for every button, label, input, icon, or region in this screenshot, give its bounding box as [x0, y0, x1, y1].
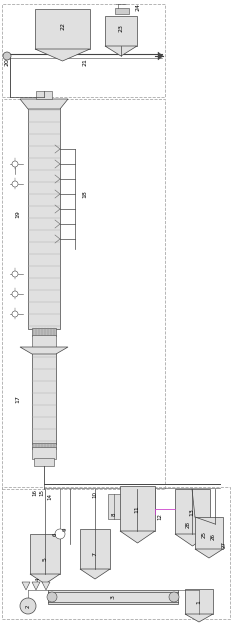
Polygon shape — [158, 52, 163, 60]
Text: 11: 11 — [134, 505, 140, 513]
Bar — [32, 335, 56, 347]
Circle shape — [12, 181, 18, 187]
Text: 17: 17 — [16, 395, 20, 403]
Circle shape — [20, 598, 36, 614]
Bar — [32, 349, 56, 444]
Bar — [115, 8, 129, 14]
Text: 27: 27 — [222, 540, 227, 547]
Text: 4: 4 — [35, 577, 40, 581]
Text: 16: 16 — [32, 489, 38, 495]
Text: 20: 20 — [4, 58, 9, 66]
Bar — [32, 328, 56, 336]
Polygon shape — [105, 46, 137, 56]
Polygon shape — [30, 574, 60, 584]
Bar — [2, 4, 165, 97]
Bar — [2, 99, 165, 489]
Polygon shape — [195, 549, 223, 558]
Text: 2: 2 — [26, 604, 31, 608]
Bar — [80, 529, 110, 569]
Text: 13: 13 — [189, 508, 195, 516]
Text: 5: 5 — [43, 557, 47, 561]
Bar — [32, 447, 56, 459]
Text: 6: 6 — [52, 532, 58, 536]
Polygon shape — [185, 614, 213, 622]
Text: 23: 23 — [118, 24, 124, 32]
Text: 22: 22 — [60, 22, 66, 30]
Polygon shape — [42, 582, 50, 590]
Text: 12: 12 — [157, 512, 162, 520]
Text: 7: 7 — [93, 552, 98, 556]
Bar — [48, 590, 178, 604]
Polygon shape — [120, 531, 155, 543]
Bar — [185, 589, 213, 614]
Text: 9: 9 — [63, 527, 67, 531]
Text: 21: 21 — [82, 58, 87, 66]
Bar — [34, 458, 54, 466]
Bar — [108, 494, 120, 519]
Polygon shape — [20, 347, 68, 354]
Text: 1: 1 — [196, 600, 201, 604]
Bar — [2, 487, 230, 619]
Bar — [175, 489, 210, 534]
Bar — [105, 16, 137, 46]
Circle shape — [12, 271, 18, 277]
Bar — [32, 443, 56, 449]
Polygon shape — [22, 582, 30, 590]
Circle shape — [169, 592, 179, 602]
Polygon shape — [20, 99, 68, 109]
Text: 19: 19 — [16, 210, 20, 218]
Text: 26: 26 — [211, 532, 215, 540]
Text: 8: 8 — [111, 512, 117, 516]
Polygon shape — [32, 582, 40, 590]
Text: 18: 18 — [82, 190, 87, 198]
Bar — [28, 99, 60, 329]
Text: 28: 28 — [185, 520, 191, 527]
Circle shape — [47, 592, 57, 602]
Bar — [195, 517, 223, 549]
Text: 25: 25 — [201, 530, 207, 537]
Circle shape — [12, 161, 18, 167]
Circle shape — [12, 311, 18, 317]
Bar — [36, 91, 52, 99]
Bar — [35, 9, 90, 49]
Polygon shape — [80, 569, 110, 579]
Polygon shape — [175, 534, 210, 546]
Text: 24: 24 — [136, 3, 141, 11]
Bar — [120, 486, 155, 531]
Text: 15: 15 — [39, 489, 44, 495]
Text: 14: 14 — [47, 492, 52, 499]
Circle shape — [3, 52, 11, 60]
Circle shape — [12, 291, 18, 297]
Text: 3: 3 — [110, 595, 115, 599]
Text: 10: 10 — [93, 490, 98, 497]
Bar — [30, 534, 60, 574]
Polygon shape — [35, 49, 90, 61]
Circle shape — [55, 529, 65, 539]
